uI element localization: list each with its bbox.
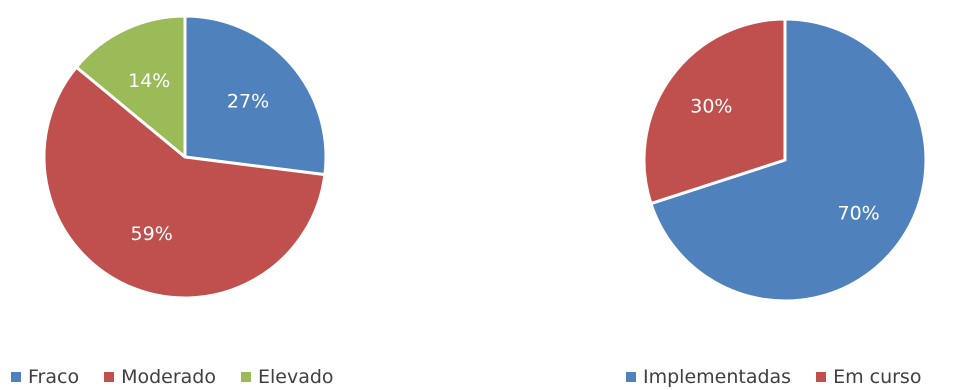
pie-slice-elevado	[74, 14, 187, 159]
legend-label-em-curso: Em curso	[833, 366, 922, 388]
data-label-em-curso: 30%	[690, 96, 732, 118]
legend-label-moderado: Moderado	[121, 366, 216, 388]
data-label-fraco: 27%	[227, 90, 269, 112]
legend-item-implementadas: Implementadas	[626, 366, 791, 388]
data-label-implementadas: 70%	[838, 202, 880, 224]
legend-swatch-em-curso	[816, 372, 827, 382]
legend-label-implementadas: Implementadas	[643, 366, 792, 388]
data-label-elevado: 14%	[128, 70, 170, 92]
legend-item-moderado: Moderado	[104, 366, 216, 388]
legend-item-elevado: Elevado	[241, 366, 334, 388]
data-label-moderado: 59%	[131, 223, 173, 245]
legend-label-elevado: Elevado	[258, 366, 334, 388]
legend: Implementadas Em curso	[626, 366, 921, 388]
legend-swatch-elevado	[241, 372, 251, 382]
legend-item-em-curso: Em curso	[816, 366, 921, 388]
pie-chart-implementation-status: 70% 30% Implementadas Em curso	[600, 0, 957, 390]
legend-swatch-implementadas	[626, 372, 636, 382]
pie-chart-risk-level-plot: 27% 59% 14%	[42, 14, 328, 300]
legend-label-fraco: Fraco	[28, 366, 80, 388]
legend-item-fraco: Fraco	[11, 366, 79, 388]
pie-chart-implementation-status-plot: 70% 30%	[642, 17, 928, 303]
pie-chart-risk-level: 27% 59% 14% Fraco Moderado Elevado	[0, 0, 400, 390]
pie-slice-moderado	[42, 65, 327, 300]
legend: Fraco Moderado Elevado	[11, 366, 334, 388]
legend-swatch-fraco	[11, 372, 21, 382]
legend-swatch-moderado	[104, 372, 115, 382]
pie-slice-em-curso	[642, 17, 787, 206]
pie-slice-implementadas	[649, 17, 928, 303]
pie-slice-fraco	[183, 14, 328, 177]
